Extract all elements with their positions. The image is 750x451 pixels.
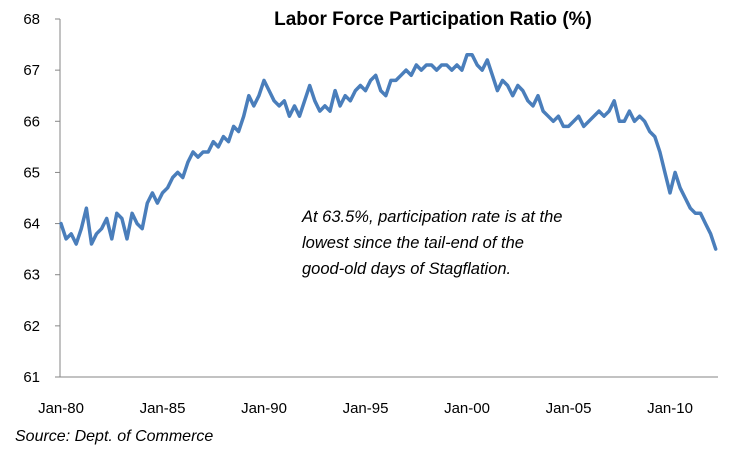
x-tick-label: Jan-05 — [546, 400, 592, 417]
x-tick-label: Jan-00 — [444, 400, 490, 417]
y-tick-label: 64 — [23, 216, 40, 233]
x-tick-label: Jan-80 — [38, 400, 84, 417]
annotation-line-2: lowest since the tail-end of the — [302, 234, 524, 252]
x-tick-label: Jan-85 — [140, 400, 186, 417]
data-points — [60, 54, 716, 250]
x-tick-label: Jan-10 — [647, 400, 693, 417]
y-tick-label: 65 — [23, 164, 40, 181]
source-note: Source: Dept. of Commerce — [15, 428, 213, 445]
y-tick-label: 68 — [23, 11, 40, 28]
x-tick-label: Jan-90 — [241, 400, 287, 417]
y-axis: 61 62 63 64 65 66 67 68 — [23, 11, 61, 386]
y-tick-label: 62 — [23, 318, 40, 335]
series-line — [59, 53, 718, 251]
x-axis: Jan-80 Jan-85 Jan-90 Jan-95 Jan-00 Jan-05 Jan-… — [38, 376, 718, 417]
chart-title: Labor Force Participation Ratio (%) — [274, 9, 592, 30]
y-tick-label: 67 — [23, 62, 40, 79]
y-tick-label: 63 — [23, 267, 40, 284]
y-tick-label: 66 — [23, 113, 40, 130]
annotation-line-1: At 63.5%, participation rate is at the — [301, 208, 562, 226]
annotation-line-3: good-old days of Stagflation. — [302, 260, 511, 278]
x-tick-label: Jan-95 — [343, 400, 389, 417]
y-tick-label: 61 — [23, 369, 40, 386]
